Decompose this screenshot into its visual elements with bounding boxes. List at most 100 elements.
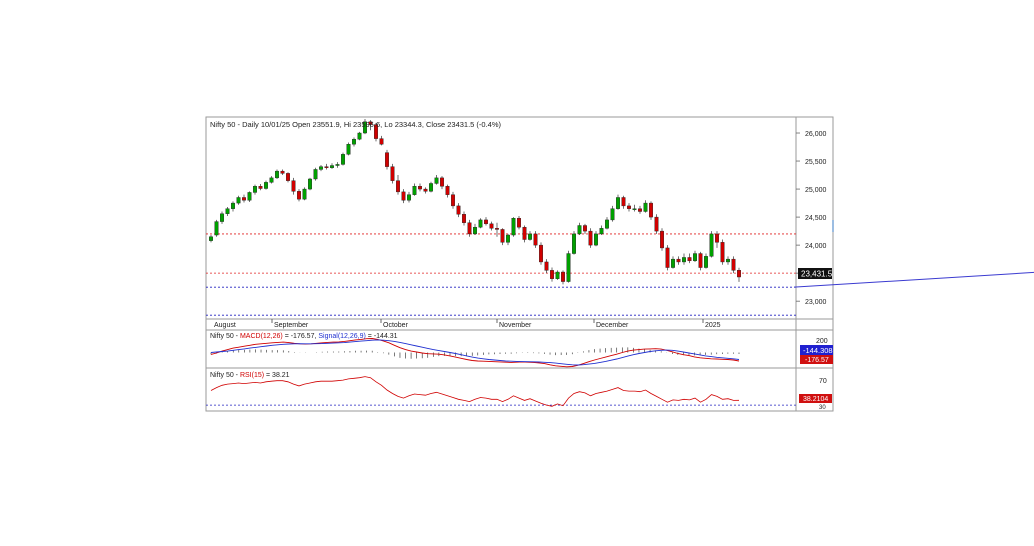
price-candles bbox=[209, 119, 741, 285]
month-label: September bbox=[274, 322, 309, 329]
candle bbox=[357, 131, 362, 141]
candle-body bbox=[654, 216, 659, 232]
candle-body bbox=[434, 177, 439, 184]
candle-body bbox=[616, 197, 620, 209]
candle bbox=[528, 231, 532, 241]
candle bbox=[407, 191, 411, 203]
candle-body bbox=[550, 270, 554, 279]
candle-body bbox=[357, 132, 362, 140]
candle bbox=[286, 172, 290, 183]
candle-body bbox=[335, 164, 340, 166]
candle-body bbox=[506, 234, 510, 243]
candle bbox=[704, 253, 708, 269]
candle-body bbox=[632, 208, 637, 210]
rsi-badge-text: 38.2104 bbox=[803, 396, 828, 403]
candle-body bbox=[621, 197, 626, 207]
macd-badge-text: -176.57 bbox=[805, 357, 829, 364]
signal-badge-bg bbox=[800, 345, 833, 355]
candle bbox=[720, 239, 725, 265]
candle-body bbox=[313, 169, 318, 180]
chart-title: Nifty 50 - Daily 10/01/25 Open 23551.9, … bbox=[210, 120, 502, 129]
candle bbox=[253, 184, 257, 195]
candle-body bbox=[412, 186, 417, 195]
candle-body bbox=[522, 226, 527, 240]
signal-badge-text: -144.308 bbox=[803, 346, 833, 355]
candle bbox=[632, 204, 637, 212]
candle bbox=[544, 259, 549, 274]
candle bbox=[462, 211, 466, 226]
candle bbox=[643, 200, 648, 213]
month-label: 2025 bbox=[705, 322, 721, 329]
candle-body bbox=[484, 219, 488, 225]
candle-body bbox=[379, 138, 384, 145]
candle-body bbox=[517, 218, 521, 228]
candle-body bbox=[627, 205, 631, 209]
month-label: October bbox=[383, 322, 409, 329]
candle bbox=[726, 256, 730, 265]
candle-body bbox=[286, 173, 290, 181]
candle-body bbox=[258, 186, 263, 189]
candle-body bbox=[374, 124, 378, 139]
macd-legend: Nifty 50 - MACD(12,26) = -176.57, Signal… bbox=[210, 333, 398, 340]
candle bbox=[220, 211, 224, 224]
candle-body bbox=[660, 230, 664, 249]
candle bbox=[489, 221, 494, 231]
candle-body bbox=[418, 186, 422, 190]
candle bbox=[236, 195, 241, 205]
candle bbox=[423, 187, 428, 194]
candle-body bbox=[478, 219, 483, 228]
candle bbox=[247, 191, 252, 202]
candle bbox=[275, 169, 279, 179]
candle-body bbox=[324, 166, 329, 168]
candle bbox=[682, 253, 686, 265]
y-tick-label: 23,000 bbox=[805, 299, 827, 306]
candle bbox=[649, 201, 653, 220]
candle-body bbox=[440, 177, 444, 187]
candle-body bbox=[737, 270, 741, 278]
candle-body bbox=[236, 197, 241, 204]
candle-body bbox=[445, 186, 450, 195]
candle bbox=[396, 175, 400, 195]
candle bbox=[346, 142, 351, 156]
macd-legend-signal-value: = -144.31 bbox=[366, 333, 398, 340]
candle-body bbox=[467, 222, 472, 235]
candle bbox=[280, 169, 285, 176]
candle bbox=[665, 245, 670, 271]
candle bbox=[627, 203, 631, 212]
candle bbox=[445, 184, 450, 198]
candle-body bbox=[291, 180, 296, 192]
candle-body bbox=[319, 166, 323, 170]
macd-badge-bg bbox=[800, 355, 833, 364]
candle-body bbox=[720, 242, 725, 263]
candle bbox=[291, 177, 296, 195]
candle-body bbox=[561, 271, 565, 282]
macd-legend-macd-value: = -176.57, bbox=[283, 333, 319, 340]
chart-frame bbox=[205, 116, 834, 412]
rsi-badge-bg bbox=[799, 394, 832, 403]
rsi-legend: Nifty 50 - RSI(15) = 38.21 bbox=[210, 372, 290, 379]
candle bbox=[352, 137, 356, 147]
candle-body bbox=[495, 228, 499, 230]
price-badge-bg bbox=[798, 268, 832, 279]
candle bbox=[500, 228, 505, 246]
rsi-panel bbox=[206, 376, 796, 407]
candle bbox=[495, 222, 499, 237]
candle bbox=[566, 250, 571, 283]
candle-body bbox=[687, 257, 692, 262]
macd-panel bbox=[210, 338, 740, 368]
month-axis: August September October November December 20… bbox=[214, 319, 721, 329]
candle-body bbox=[682, 257, 686, 263]
candle-body bbox=[583, 225, 587, 232]
candle bbox=[616, 194, 620, 210]
candle-body bbox=[280, 170, 285, 174]
candle-body bbox=[368, 121, 373, 125]
candle bbox=[379, 135, 384, 146]
macd-legend-macd-label: MACD(12,26) bbox=[240, 333, 283, 340]
candle-body bbox=[610, 208, 615, 221]
y-tick-label: 24,500 bbox=[805, 215, 827, 222]
rsi-axis-tick-70: 70 bbox=[819, 378, 827, 385]
y-tick-label: 25,500 bbox=[805, 159, 827, 166]
candle bbox=[676, 256, 681, 265]
candle-body bbox=[572, 233, 576, 254]
